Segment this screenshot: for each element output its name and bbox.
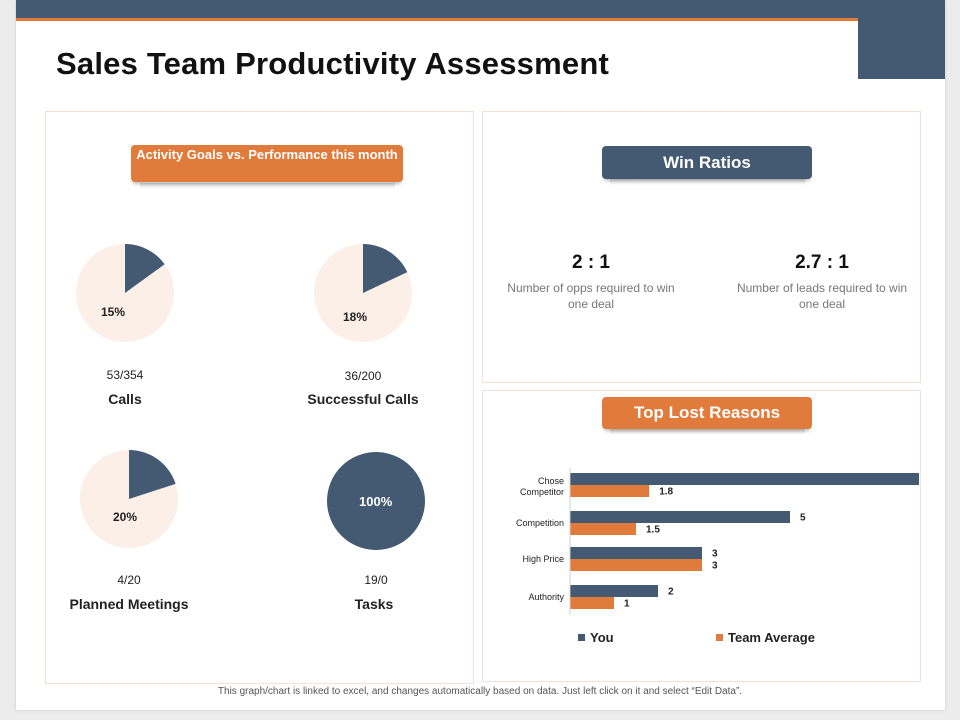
pie-slice-achieved — [327, 452, 425, 550]
pie-slice-achieved — [125, 244, 165, 293]
bar-value-label: 2 — [668, 587, 674, 598]
bar-team-average — [570, 559, 702, 571]
bar-you — [570, 511, 790, 523]
category-label: Authority — [528, 592, 564, 602]
tasks-percent-label: 100% — [359, 494, 393, 509]
corner-block — [858, 0, 945, 79]
bar-you — [570, 473, 919, 485]
successful-calls-pie-chart — [314, 244, 412, 342]
bar-value-label: 1.8 — [659, 487, 673, 498]
successful-calls-percent-label: 18% — [343, 310, 368, 324]
planned-meetings-pie-chart — [80, 450, 178, 548]
calls-count: 53/354 — [106, 368, 144, 382]
legend-label: Team Average — [728, 630, 815, 645]
bar-team-average — [570, 597, 614, 609]
tasks-pie-chart — [327, 452, 425, 550]
ribbon-shadow — [610, 179, 805, 185]
header-accent-line — [16, 18, 858, 21]
leads-ratio-description: Number of leads required to win one deal — [736, 281, 908, 311]
legend-swatch — [716, 634, 723, 641]
bar-team-average — [570, 485, 650, 497]
planned-meetings-percent-label: 20% — [113, 510, 138, 524]
pie-slice-achieved — [129, 450, 176, 499]
bar-you — [570, 547, 702, 559]
bar-value-label: 5 — [800, 513, 806, 524]
win-ratios-ribbon-label: Win Ratios — [663, 153, 751, 172]
pie-slice-achieved — [363, 244, 408, 293]
legend-swatch — [578, 634, 585, 641]
activity-ribbon-label: Activity Goals vs. Performance this mont… — [136, 147, 398, 162]
calls-pie-chart — [76, 244, 174, 342]
ribbon-shadow — [140, 183, 395, 189]
tasks-count: 19/0 — [364, 573, 388, 587]
bar-value-label: 3 — [712, 561, 718, 572]
legend-label: You — [590, 630, 614, 645]
opps-ratio-value: 2 : 1 — [571, 252, 611, 273]
tasks-label: Tasks — [354, 596, 394, 612]
header-bar — [16, 0, 858, 18]
planned-meetings-label: Planned Meetings — [69, 596, 189, 612]
activity-ribbon: Activity Goals vs. Performance this mont… — [131, 145, 403, 182]
bar-you — [570, 585, 658, 597]
bar-value-label: 1.5 — [646, 525, 660, 536]
win-ratios-ribbon: Win Ratios — [602, 146, 812, 179]
category-label: Competition — [516, 518, 564, 528]
successful-calls-count: 36/200 — [344, 369, 382, 383]
planned-meetings-count: 4/20 — [117, 573, 141, 587]
lost-reasons-bar-chart: 91.8ChoseCompetitor51.5Competition33High… — [516, 468, 919, 645]
footer-note: This graph/chart is linked to excel, and… — [217, 686, 743, 697]
category-label: High Price — [522, 554, 564, 564]
lost-reasons-ribbon: Top Lost Reasons — [602, 397, 812, 429]
category-label: Chose Competitor — [520, 476, 564, 497]
ribbon-shadow — [610, 429, 805, 435]
successful-calls-label: Successful Calls — [307, 391, 419, 407]
lost-reasons-ribbon-label: Top Lost Reasons — [633, 403, 781, 422]
activity-panel — [45, 111, 474, 684]
calls-percent-label: 15% — [101, 305, 126, 319]
leads-ratio-value: 2.7 : 1 — [795, 252, 849, 273]
opps-ratio-description: Number of opps required to win one deal — [507, 281, 675, 311]
bar-value-label: 3 — [712, 549, 718, 560]
bar-value-label: 1 — [624, 599, 630, 610]
calls-label: Calls — [108, 391, 142, 407]
lost-reasons-panel — [482, 390, 921, 682]
bar-team-average — [570, 523, 636, 535]
page-title: Sales Team Productivity Assessment — [56, 46, 609, 81]
